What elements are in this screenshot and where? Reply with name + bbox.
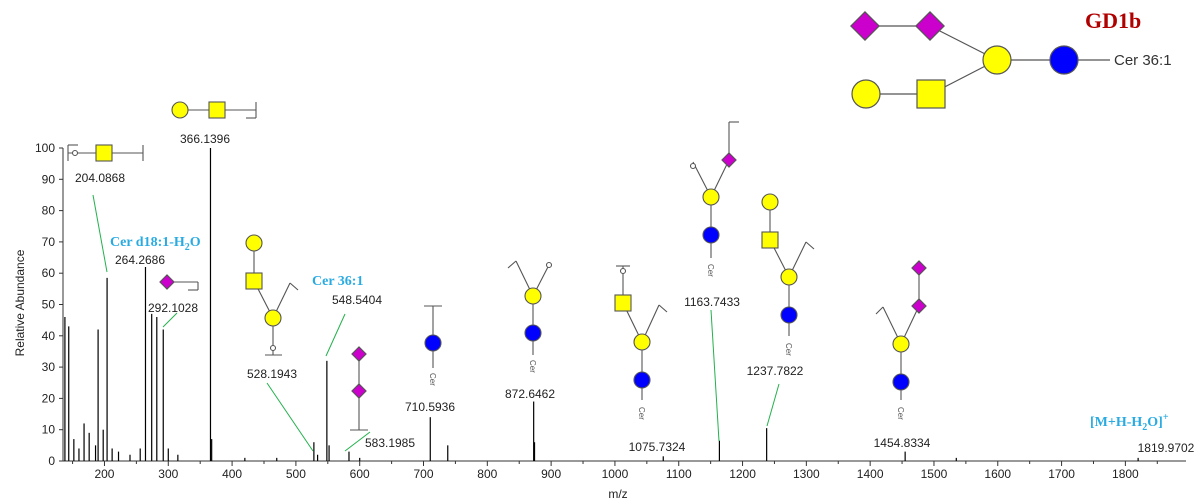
x-axis-label: m/z [608, 487, 627, 501]
cer-tags: Cer Cer Cer Cer Cer Cer [428, 264, 905, 420]
galactose-circle [633, 333, 651, 351]
peak-labels: 204.0868 264.2686 292.1028 366.1396 528.1943… [75, 132, 1195, 455]
peak-label: 204.0868 [75, 171, 125, 185]
galnac-square [95, 144, 113, 162]
galnac-square [761, 231, 779, 249]
y-tick-label: 10 [42, 423, 56, 437]
peak-label: 264.2686 [115, 253, 165, 267]
sialic-acid-diamond [351, 383, 367, 399]
x-tick-label: 1100 [666, 467, 692, 481]
x-tick-label: 1700 [1048, 467, 1075, 481]
intact-glycan-structure [850, 11, 1110, 109]
peak-label: 1237.7822 [747, 364, 804, 378]
galactose-circle [780, 268, 798, 286]
galactose-circle [892, 335, 910, 353]
glucose-circle [524, 324, 542, 342]
cer-36-annotation: Cer 36:1 [312, 274, 363, 289]
glucose-circle [1049, 45, 1079, 75]
galactose-circle [761, 193, 779, 211]
glucose-circle [633, 371, 651, 389]
peak-label: 583.1985 [365, 436, 415, 450]
x-tick-label: 1800 [1112, 467, 1139, 481]
peak-label: 548.5404 [332, 293, 382, 307]
glucose-circle [702, 226, 720, 244]
galnac-square [208, 101, 226, 119]
glucose-circle [892, 373, 910, 391]
glucose-circle [424, 334, 442, 352]
peak-label: 292.1028 [148, 301, 198, 315]
galnac-square [614, 294, 632, 312]
x-tick-label: 800 [477, 467, 497, 481]
galactose-circle [702, 188, 720, 206]
peak-label: 1163.7433 [684, 295, 740, 309]
peak-label: 872.6462 [505, 387, 555, 401]
y-tick-label: 60 [42, 266, 56, 280]
x-tick-label: 300 [158, 467, 178, 481]
x-tick-label: 1000 [602, 467, 629, 481]
spectrum-peaks [64, 148, 1139, 461]
x-tick-label: 1200 [729, 467, 756, 481]
y-tick-label: 100 [35, 141, 55, 155]
sialic-acid-diamond [159, 274, 175, 290]
x-tick-label: 900 [541, 467, 561, 481]
galactose-circle [264, 309, 282, 327]
precursor-annotation: [M+H-H2O]+ [1090, 412, 1169, 433]
y-tick-label: 30 [42, 360, 56, 374]
galactose-circle [245, 234, 263, 252]
peak-label: 1075.7324 [629, 440, 686, 454]
y-tick-label: 0 [48, 454, 55, 468]
sialic-acid-diamond [721, 152, 737, 168]
x-tick-label: 1300 [793, 467, 820, 481]
y-tick-label: 70 [42, 235, 56, 249]
cer-d18-annotation: Cer d18:1-H2O [110, 235, 201, 253]
peak-label: 528.1943 [247, 367, 297, 381]
sialic-acid-diamond [351, 346, 367, 362]
x-tick-label: 200 [94, 467, 114, 481]
peak-label: 1819.9702 [1138, 441, 1195, 455]
peak-label: 710.5936 [405, 400, 455, 414]
y-tick-label: 50 [42, 298, 56, 312]
x-tick-label: 1500 [921, 467, 948, 481]
x-tick-label: 600 [350, 467, 370, 481]
x-tick-label: 400 [222, 467, 242, 481]
sialic-acid-diamond [911, 298, 927, 314]
x-tick-label: 500 [286, 467, 306, 481]
cer-tag: Cer [637, 407, 646, 420]
y-tick-label: 20 [42, 391, 56, 405]
fragment-cartoons [67, 101, 927, 431]
x-tick-label: 1400 [857, 467, 884, 481]
cer-tag: Cer [706, 264, 715, 277]
y-axis-label: Relative Abundance [13, 249, 27, 356]
y-tick-label: 80 [42, 204, 56, 218]
galactose-circle [982, 45, 1012, 75]
peak-label: 366.1396 [180, 132, 230, 146]
cer-tag: Cer [784, 343, 793, 356]
peak-label: 1454.8334 [874, 436, 931, 450]
galnac-square [916, 79, 946, 109]
chart-title: GD1b [1085, 8, 1141, 33]
glucose-circle [780, 306, 798, 324]
galactose-circle [851, 79, 881, 109]
sialic-acid-diamond [915, 11, 945, 41]
cer-tag: Cer [896, 407, 905, 420]
sialic-acid-diamond [911, 260, 927, 276]
ceramide-label: Cer 36:1 [1114, 52, 1172, 69]
galnac-square [245, 272, 263, 290]
sialic-acid-diamond [850, 11, 880, 41]
x-tick-label: 1600 [984, 467, 1011, 481]
galactose-circle [524, 287, 542, 305]
cer-tag: Cer [428, 373, 437, 386]
leader-lines [92, 194, 780, 452]
y-tick-label: 90 [42, 172, 56, 186]
x-tick-label: 700 [413, 467, 433, 481]
cer-tag: Cer [528, 360, 537, 373]
galactose-circle [171, 101, 189, 119]
y-tick-label: 40 [42, 329, 56, 343]
axes: 200 300 400 500 600 700 800 900 1000 1100 1200 1300… [35, 141, 1186, 481]
